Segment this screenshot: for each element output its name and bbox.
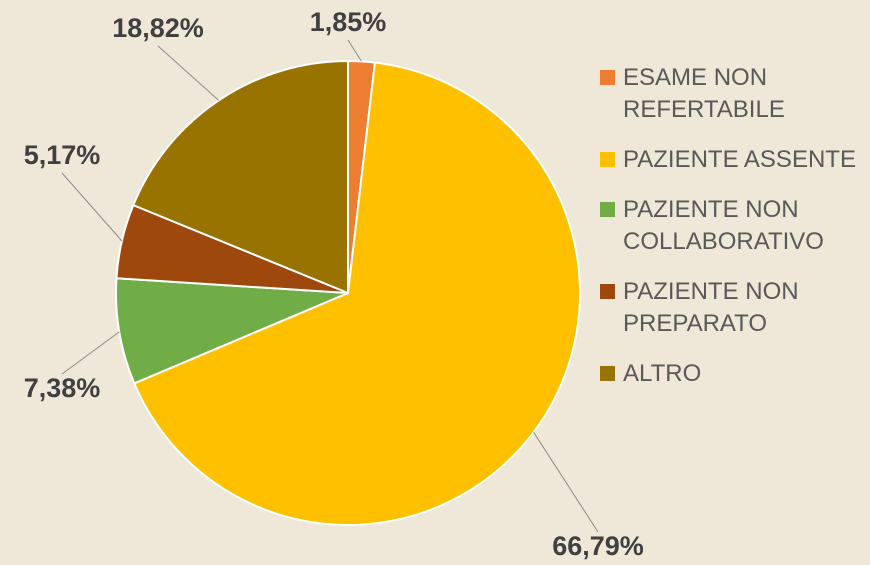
legend-label: PAZIENTE NON PREPARATO	[623, 278, 799, 337]
legend-item: ESAME NON REFERTABILE	[600, 62, 862, 126]
leader-line	[61, 172, 123, 242]
data-label: 7,38%	[24, 373, 101, 403]
legend-swatch	[600, 152, 615, 167]
legend-swatch	[600, 284, 615, 299]
pie-slice	[115, 277, 349, 385]
legend-label: PAZIENTE NON COLLABORATIVO	[623, 196, 824, 255]
data-label: 66,79%	[552, 531, 644, 561]
leader-line	[533, 431, 599, 533]
pie-slice	[133, 61, 581, 526]
legend-item: PAZIENTE NON PREPARATO	[600, 276, 862, 340]
legend-label: ALTRO	[623, 360, 702, 387]
legend-item: PAZIENTE ASSENTE	[600, 144, 862, 176]
legend-swatch	[600, 202, 615, 217]
legend-swatch	[600, 70, 615, 85]
legend-item: PAZIENTE NON COLLABORATIVO	[600, 194, 862, 258]
pie-slice	[131, 59, 349, 295]
leader-line	[157, 45, 220, 101]
legend-label: PAZIENTE ASSENTE	[623, 146, 856, 173]
legend-item: ALTRO	[600, 358, 862, 390]
legend-label: ESAME NON REFERTABILE	[623, 64, 785, 123]
data-label: 18,82%	[112, 13, 204, 43]
leader-line	[347, 39, 362, 62]
data-label: 5,17%	[24, 140, 101, 170]
leader-line	[61, 331, 120, 375]
legend-swatch	[600, 366, 615, 381]
legend: ESAME NON REFERTABILE PAZIENTE ASSENTE PAZ…	[600, 62, 862, 408]
data-label: 1,85%	[310, 7, 387, 37]
